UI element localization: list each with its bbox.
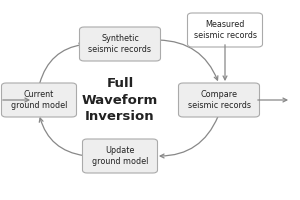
FancyBboxPatch shape [188, 13, 262, 47]
FancyArrowPatch shape [40, 43, 83, 83]
FancyArrowPatch shape [159, 40, 218, 80]
FancyBboxPatch shape [178, 83, 260, 117]
FancyBboxPatch shape [2, 83, 76, 117]
Text: Compare
seismic records: Compare seismic records [188, 90, 250, 110]
Text: Synthetic
seismic records: Synthetic seismic records [88, 34, 152, 54]
Text: Update
ground model: Update ground model [92, 146, 148, 166]
Text: Full
Waveform
Inversion: Full Waveform Inversion [82, 77, 158, 123]
Text: Measured
seismic records: Measured seismic records [194, 20, 256, 40]
FancyBboxPatch shape [80, 27, 160, 61]
FancyBboxPatch shape [82, 139, 158, 173]
FancyArrowPatch shape [39, 118, 84, 156]
FancyArrowPatch shape [160, 117, 218, 158]
Text: Current
ground model: Current ground model [11, 90, 67, 110]
